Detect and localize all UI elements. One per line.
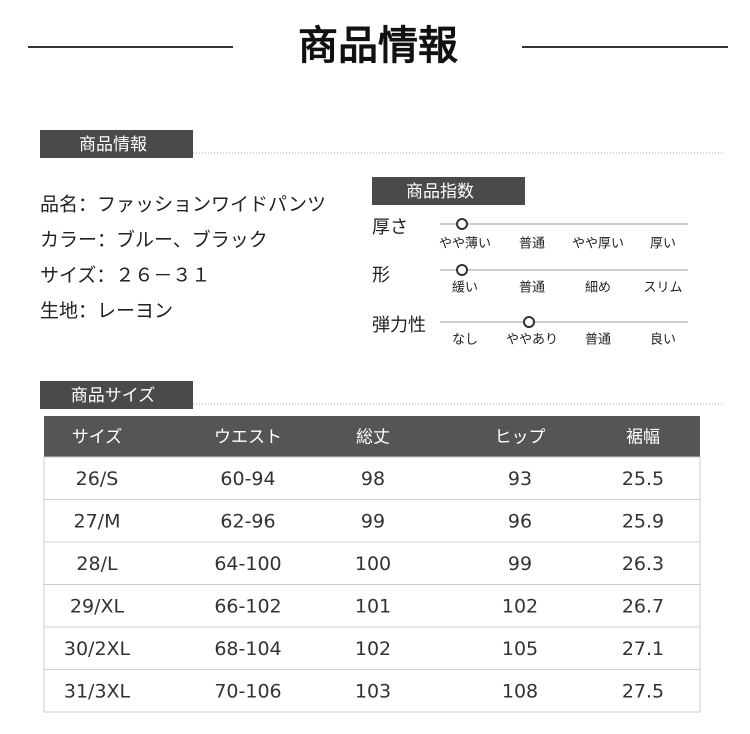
table-cell: 27.1 <box>622 638 664 660</box>
table-cell: 31/3XL <box>64 680 131 702</box>
section-label-box <box>40 130 193 158</box>
info-item: カラー：ブルー、ブラック <box>40 228 268 251</box>
table-cell: 25.5 <box>622 468 664 490</box>
page-title: 商品情報 <box>298 23 458 69</box>
table-cell: 62-96 <box>220 510 275 532</box>
table-row <box>43 669 701 713</box>
table-row <box>43 499 701 543</box>
index-option: 厚い <box>650 237 676 252</box>
table-cell: 68-104 <box>214 638 281 660</box>
index-option: 緩い <box>452 281 478 296</box>
table-cell: 98 <box>361 468 385 490</box>
index-name: 弾力性 <box>372 315 426 336</box>
table-cell: 26/S <box>76 468 119 490</box>
index-option: スリム <box>643 281 682 296</box>
table-cell: 60-94 <box>220 468 275 490</box>
index-option: 細め <box>585 281 611 296</box>
table-cell: 99 <box>361 510 385 532</box>
table-cell: 26.7 <box>622 595 664 617</box>
index-option: 普通 <box>585 333 611 348</box>
section-label: 商品指数 <box>406 182 474 202</box>
table-cell: 103 <box>355 680 391 702</box>
index-option: なし <box>452 333 478 348</box>
index-option: 普通 <box>519 281 545 296</box>
table-header-bg <box>44 416 700 457</box>
index-option: やや薄い <box>439 237 491 252</box>
table-cell: 29/XL <box>70 595 125 617</box>
table-cell: 99 <box>508 553 532 575</box>
index-option: ややあり <box>506 333 558 348</box>
table-cell: 27/M <box>74 510 121 532</box>
table-row <box>43 456 701 500</box>
table-cell: 30/2XL <box>64 638 131 660</box>
table-cell: 70-106 <box>214 680 281 702</box>
section-label: 商品サイズ <box>71 386 156 406</box>
index-option: 普通 <box>519 237 545 252</box>
table-cell: 102 <box>355 638 391 660</box>
section-label-box <box>372 177 525 205</box>
info-item: サイズ：２６－３１ <box>40 265 210 287</box>
table-cell: 27.5 <box>622 680 664 702</box>
table-cell: 100 <box>355 553 391 575</box>
table-cell: 25.9 <box>622 510 664 532</box>
table-cell: 101 <box>355 595 391 617</box>
table-header-cell: ウエスト <box>214 428 282 448</box>
table-cell: 102 <box>502 595 538 617</box>
index-name: 形 <box>372 265 390 286</box>
table-header-cell: ヒップ <box>495 428 546 448</box>
table-cell: 96 <box>508 510 532 532</box>
section-label: 商品情報 <box>79 135 147 155</box>
table-cell: 108 <box>502 680 538 702</box>
table-cell: 105 <box>502 638 538 660</box>
section-label-box <box>40 381 193 409</box>
info-item: 生地：レーヨン <box>40 300 173 322</box>
table-header-cell: サイズ <box>72 428 123 448</box>
index-marker <box>456 264 468 276</box>
table-cell: 66-102 <box>214 595 281 617</box>
table-row <box>43 584 701 628</box>
table-header-cell: 裾幅 <box>626 428 660 448</box>
table-cell: 26.3 <box>622 553 664 575</box>
index-marker <box>456 218 468 230</box>
index-name: 厚さ <box>372 217 408 238</box>
table-cell: 93 <box>508 468 532 490</box>
index-marker <box>523 316 535 328</box>
table-header-cell: 総丈 <box>356 428 390 448</box>
index-option: やや厚い <box>572 237 624 252</box>
info-item: 品名：ファッションワイドパンツ <box>40 194 326 216</box>
index-option: 良い <box>650 332 676 348</box>
table-cell: 28/L <box>76 553 118 575</box>
table-cell: 64-100 <box>214 553 281 575</box>
